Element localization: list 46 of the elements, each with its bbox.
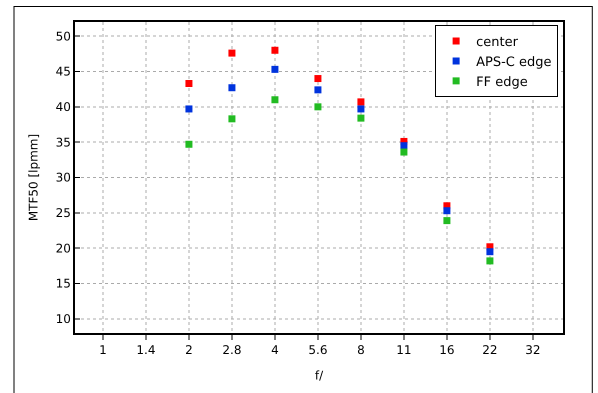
x-axis-title: f/ [314, 368, 324, 383]
legend-label: FF edge [476, 74, 528, 90]
legend-label: center [476, 35, 519, 50]
y-tick-label: 35 [56, 135, 71, 150]
point [185, 80, 192, 87]
point [271, 46, 278, 54]
legend-label: APS-C edge [476, 55, 552, 70]
x-tick-label: 22 [482, 343, 498, 358]
x-tick-label: 11 [396, 343, 412, 358]
y-axis-title: MTF50 [lpmm] [26, 134, 40, 222]
y-tick-label: 25 [56, 206, 71, 220]
y-tick-label: 10 [56, 312, 71, 326]
point [443, 207, 450, 214]
x-tick-label: 16 [439, 343, 455, 358]
y-tick-label: 20 [56, 241, 71, 256]
y-tick-label: 15 [56, 276, 71, 291]
point [357, 98, 364, 106]
point [400, 148, 408, 156]
point [228, 84, 236, 92]
x-tick-label: 8 [357, 343, 365, 358]
y-tick-label: 30 [56, 170, 71, 185]
x-tick-label: 4 [271, 343, 279, 358]
point [486, 248, 494, 256]
point [314, 75, 322, 82]
point [400, 142, 408, 150]
point [271, 96, 278, 104]
x-tick-label: 2.8 [222, 343, 242, 358]
point [271, 66, 278, 73]
point [228, 115, 236, 122]
x-tick-label: 5.6 [308, 343, 328, 358]
x-tick-label: 2 [185, 343, 193, 358]
x-tick-label: 1.4 [136, 343, 156, 358]
point [357, 105, 364, 112]
y-tick-label: 50 [56, 29, 71, 44]
point [228, 50, 236, 57]
point [443, 217, 450, 224]
y-tick-label: 40 [56, 100, 71, 114]
point [185, 105, 192, 112]
x-tick-label: 1 [99, 343, 107, 358]
y-tick-label: 45 [56, 64, 71, 79]
point [314, 103, 322, 110]
x-tick-label: 32 [525, 343, 541, 358]
point [314, 86, 322, 94]
point [486, 257, 494, 264]
point [185, 140, 192, 148]
point [357, 114, 364, 122]
